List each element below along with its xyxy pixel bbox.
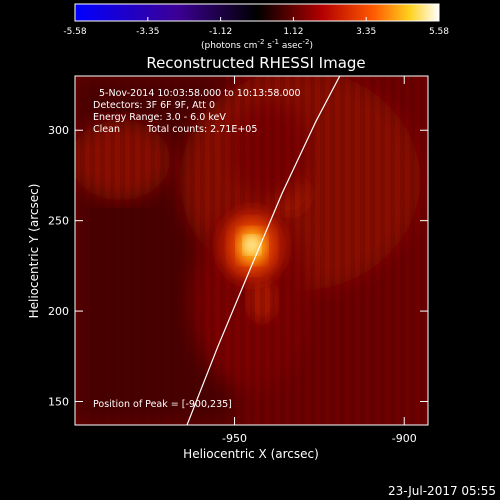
y-tick-label: 250 xyxy=(48,215,69,228)
x-axis-ticks: -950-900-850 xyxy=(222,76,417,445)
colorbar-tick-label: 3.35 xyxy=(356,27,376,37)
colorbar-unit-label: (photons cm-2 s-1 asec-2) xyxy=(201,38,313,51)
chart-title: Reconstructed RHESSI Image xyxy=(146,54,365,72)
colorbar-tick-label: 5.58 xyxy=(429,27,449,37)
annotation-counts: Total counts: 2.71E+05 xyxy=(146,124,257,135)
x-tick-label: -950 xyxy=(222,432,247,445)
colorbar-ticks: -5.58 -3.35 -1.12 1.12 3.35 5.58 xyxy=(63,17,449,37)
annotation-detectors: Detectors: 3F 6F 9F, Att 0 xyxy=(93,100,215,111)
solar-limb-line xyxy=(186,76,341,425)
y-axis-ticks: 150 200 250 300 xyxy=(48,124,428,408)
y-tick-label: 150 xyxy=(48,395,69,408)
y-axis-label: Heliocentric Y (arcsec) xyxy=(27,184,41,319)
colorbar-tick-label: 1.12 xyxy=(283,27,303,37)
heatmap-image xyxy=(75,76,428,425)
timestamp-footer: 23-Jul-2017 05:55 xyxy=(387,484,496,498)
annotation-energy: Energy Range: 3.0 - 6.0 keV xyxy=(93,112,226,123)
x-axis-label: Heliocentric X (arcsec) xyxy=(183,447,319,461)
annotation-method: Clean xyxy=(93,124,120,135)
annotation-time: 5-Nov-2014 10:03:58.000 to 10:13:58.000 xyxy=(99,88,301,99)
colorbar-tick-label: -3.35 xyxy=(136,27,159,37)
flare-source xyxy=(218,208,286,284)
colorbar-tick-label: -5.58 xyxy=(63,27,87,37)
y-tick-label: 200 xyxy=(48,305,69,318)
x-tick-label: -900 xyxy=(392,432,417,445)
y-tick-label: 300 xyxy=(48,124,69,137)
plot-frame xyxy=(74,75,429,426)
colorbar xyxy=(74,3,440,22)
annotation-peak: Position of Peak = [-900,235] xyxy=(93,399,232,410)
colorbar-tick-label: -1.12 xyxy=(209,27,232,37)
